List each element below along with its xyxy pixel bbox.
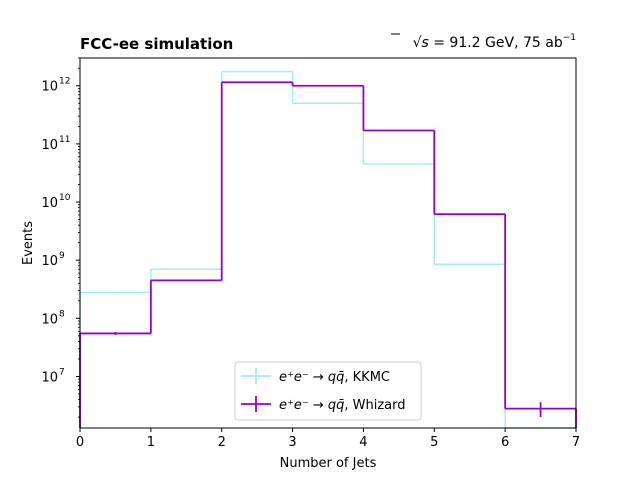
y-tick-label-4: 10 [41,138,58,153]
y-tick-label-5: 10 [41,80,58,95]
legend-label-suffix-1: , Whizard [344,398,405,413]
titles: FCC-ee simulation √s = 91.2 GeV, 75 ab−1 [80,33,576,53]
legend-label-1: e⁺e⁻ → qq̄, Whizard [279,398,406,413]
x-axis-label: Number of Jets [280,456,377,471]
x-tick-label-4: 4 [359,435,367,450]
x-tick-label-2: 2 [218,435,226,450]
y-tick-exp-2: 9 [59,251,65,261]
y-tick-label-2: 10 [41,254,58,269]
chart-title-left: FCC-ee simulation [80,35,233,53]
legend-label-0: e⁺e⁻ → qq̄, KKMC [279,370,390,385]
y-tick-exp-1: 8 [59,309,65,319]
plot-frame [79,57,577,429]
x-tick-label-3: 3 [288,435,296,450]
y-tick-label-3: 10 [41,196,58,211]
y-tick-exp-5: 12 [59,77,70,87]
y-tick-label-1: 10 [41,312,58,327]
x-tick-label-1: 1 [147,435,155,450]
histogram-series [79,70,577,429]
y-tick-label-0: 10 [41,370,58,385]
legend-label-math-1: e⁺e⁻ → qq̄ [279,398,344,413]
sqrt-symbol: √ [413,35,422,51]
legend-label-math-0: e⁺e⁻ → qq̄ [279,370,344,385]
x-tick-label-6: 6 [501,435,509,450]
legend-box [234,361,422,421]
chart-title-right: √s = 91.2 GeV, 75 ab−1 [413,33,576,51]
y-tick-exp-0: 7 [59,367,65,377]
legend-label-suffix-0: , KKMC [344,370,390,385]
x-tick-label-7: 7 [572,435,580,450]
x-tick-label-5: 5 [430,435,438,450]
y-tick-exp-3: 10 [59,193,71,203]
x-tick-label-0: 0 [76,435,84,450]
title-right-suffix: = 91.2 GeV, 75 ab [429,35,563,51]
y-tick-exp-4: 11 [59,135,70,145]
sqrt-s: s [421,35,428,51]
y-axis-label: Events [21,221,36,265]
title-right-exp: −1 [563,33,576,43]
